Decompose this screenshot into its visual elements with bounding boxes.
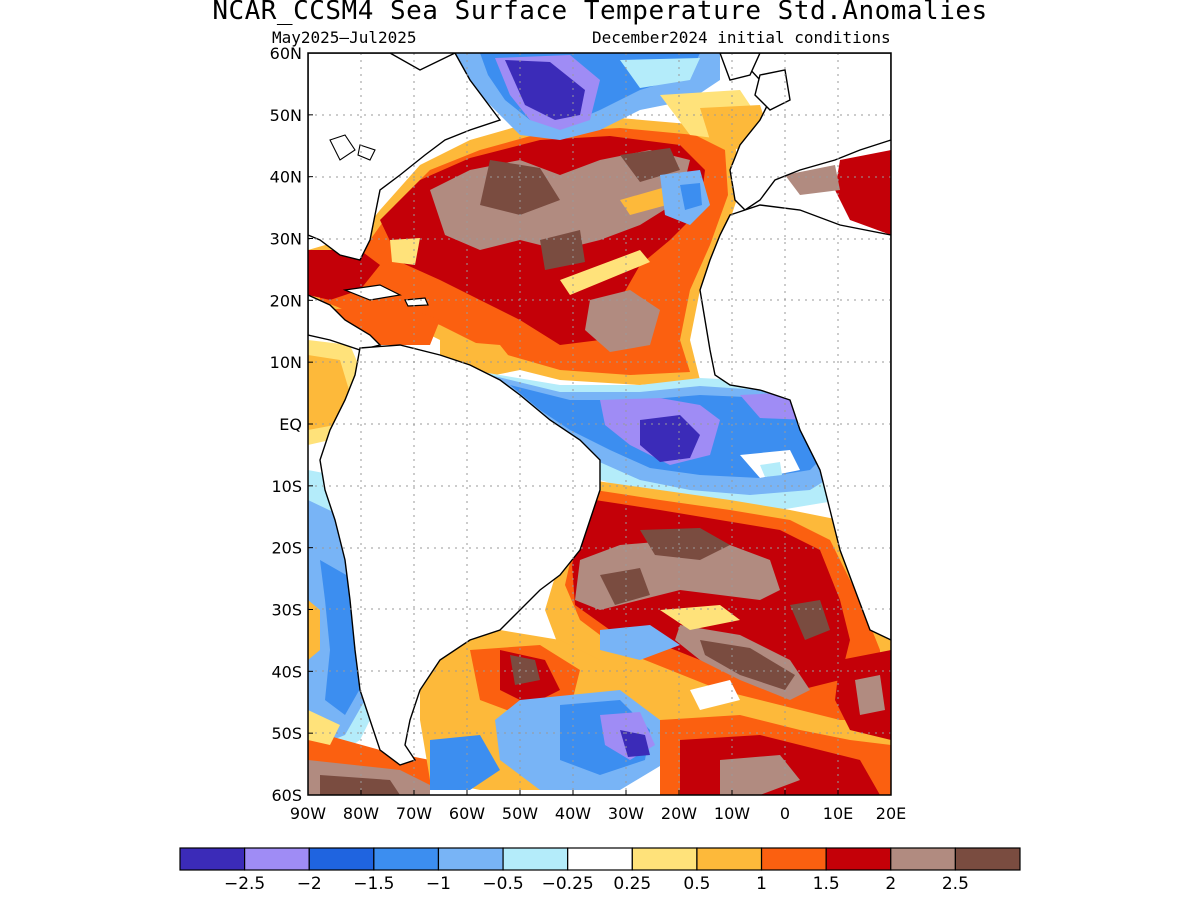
lat-tick-label: EQ [279, 415, 302, 434]
colorbar-label: −1 [426, 874, 451, 894]
lat-tick-label: 60N [270, 44, 302, 63]
colorbar-label: −0.5 [482, 874, 523, 894]
land-masses [308, 53, 891, 766]
colorbar-swatch [502, 847, 569, 871]
lon-tick-label: 60W [449, 804, 485, 823]
lon-tick-label: 90W [290, 804, 326, 823]
colorbar-swatch [373, 847, 440, 871]
chart-title: NCAR_CCSM4 Sea Surface Temperature Std.A… [212, 0, 988, 26]
lat-tick-label: 40S [271, 662, 302, 681]
greenland-land [719, 53, 761, 81]
colorbar-swatch [631, 847, 698, 871]
lon-tick-label: 20E [876, 804, 906, 823]
lat-tick-label: 20N [270, 291, 302, 310]
lat-tick-label: 10N [270, 353, 302, 372]
lon-tick-label: 20W [661, 804, 697, 823]
central-america-land [308, 294, 382, 351]
colorbar-swatch [696, 847, 763, 871]
colorbar-label: −2 [297, 874, 322, 894]
lat-tick-label: 50N [270, 106, 302, 125]
lon-tick-label: 70W [396, 804, 432, 823]
lon-tick-label: 50W [502, 804, 538, 823]
northern-cold-anomalies [308, 53, 891, 235]
colorbar-label: 1.5 [813, 874, 840, 894]
colorbar-label: 2 [885, 874, 896, 894]
southern-ocean-anomalies [420, 630, 891, 795]
lon-tick-label: 40W [555, 804, 591, 823]
africa-land [699, 204, 891, 641]
lon-tick-label: 30W [608, 804, 644, 823]
lon-tick-label: 80W [343, 804, 379, 823]
colorbar-label: 0.5 [683, 874, 710, 894]
colorbar-labels: −2.5 −2 −1.5 −1 −0.5 −0.25 0.25 0.5 1 1.5 2 2.5 [224, 874, 969, 894]
lat-tick-label: 40N [270, 168, 302, 187]
colorbar-label: 1 [756, 874, 767, 894]
lat-tick-label: 30S [271, 601, 302, 620]
map-grid [308, 53, 891, 795]
colorbar-label: 2.5 [942, 874, 969, 894]
british-isles-land [754, 69, 791, 111]
north-america-land [308, 53, 502, 261]
lat-tick-label: 10S [271, 477, 302, 496]
caribbean-islands [342, 284, 429, 307]
colorbar-label: −1.5 [353, 874, 394, 894]
lon-tick-label: 0 [780, 804, 790, 823]
lon-tick-label: 10E [823, 804, 853, 823]
lat-tick-label: 20S [271, 539, 302, 558]
subtitle-init: December2024 initial conditions [592, 28, 891, 47]
longitude-axis: 90W 80W 70W 60W 50W 40W 30W 20W 10W 0 10E 20E [290, 790, 906, 823]
colorbar-swatch [890, 847, 956, 871]
colorbar [179, 847, 1021, 871]
colorbar-swatch [244, 847, 310, 871]
colorbar-label: 0.25 [613, 874, 651, 894]
colorbar-label: −0.25 [542, 874, 594, 894]
colorbar-label: −2.5 [224, 874, 265, 894]
great-lakes [329, 134, 376, 161]
lat-tick-label: 30N [270, 230, 302, 249]
colorbar-swatch [567, 847, 633, 871]
lat-tick-label: 60S [271, 786, 302, 805]
colorbar-swatch [825, 847, 892, 871]
colorbar-swatch [179, 847, 246, 871]
lat-tick-label: 50S [271, 724, 302, 743]
colorbar-swatch [760, 847, 827, 871]
south-america-land [319, 344, 601, 766]
subtitle-period: May2025–Jul2025 [272, 28, 417, 47]
colorbar-swatch [437, 847, 504, 871]
latitude-axis: 60N 50N 40N 30N 20N 10N EQ 10S 20S 30S 40S 50S 60S [270, 44, 313, 805]
colorbar-swatch [308, 847, 375, 871]
lon-tick-label: 10W [714, 804, 750, 823]
colorbar-swatch [954, 847, 1021, 871]
